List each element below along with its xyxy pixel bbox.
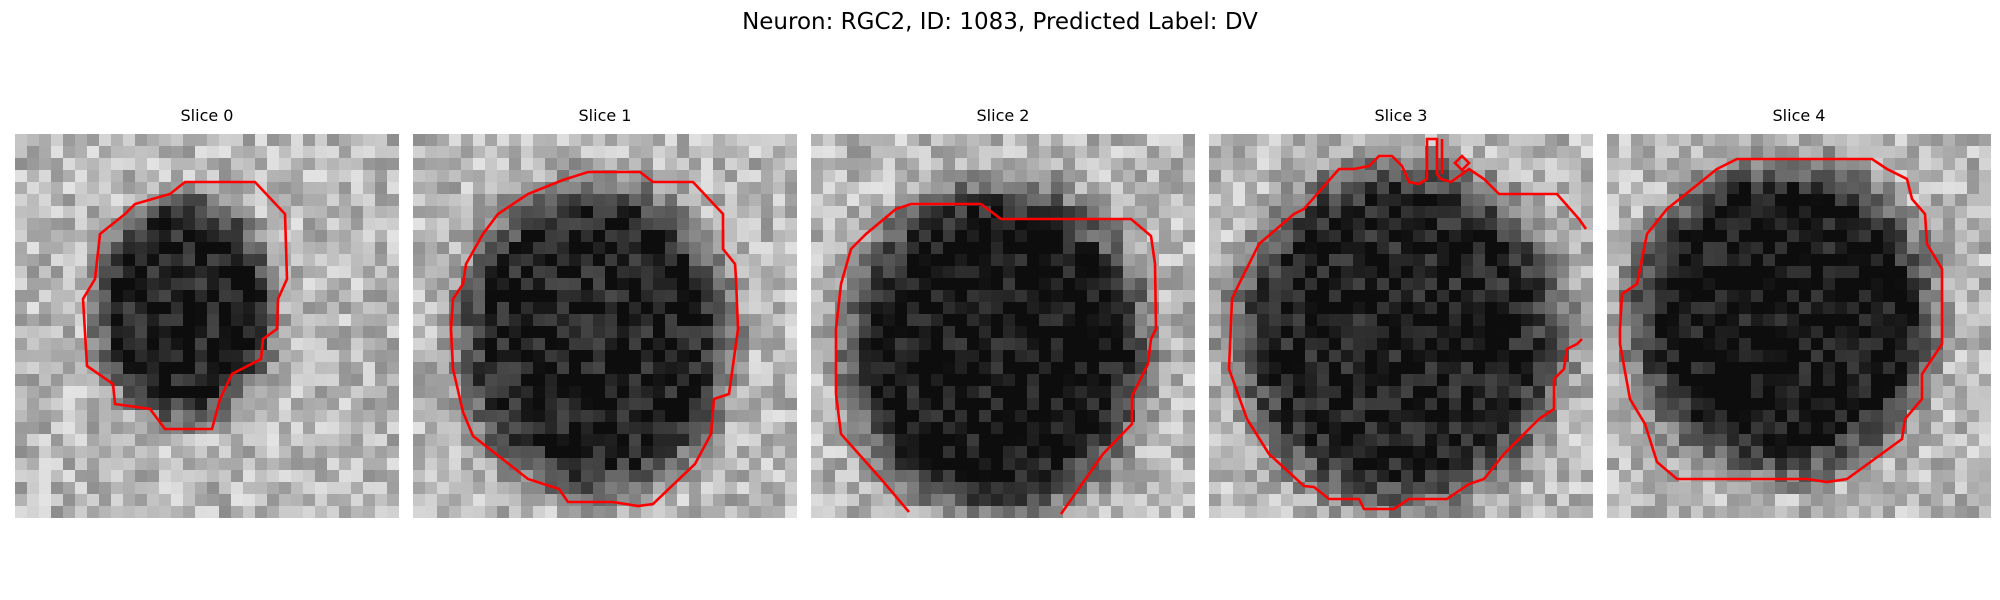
cell-contour-3-upper: [1227, 137, 1588, 511]
cell-contour-2: [834, 202, 1158, 515]
slice-title-0: Slice 0: [180, 106, 234, 125]
cell-contour-3-loop: [1453, 154, 1471, 172]
slice-title-3: Slice 3: [1374, 106, 1428, 125]
figure-title: Neuron: RGC2, ID: 1083, Predicted Label:…: [742, 9, 1258, 35]
cell-contour-1: [449, 170, 740, 508]
slice-canvas-3: [1209, 134, 1593, 518]
cell-contour-4: [1618, 157, 1944, 484]
slice-title-4: Slice 4: [1772, 106, 1826, 125]
slice-panel-0: Slice 0: [15, 106, 399, 518]
slice-title-2: Slice 2: [976, 106, 1030, 125]
cell-contour-0: [81, 180, 289, 431]
slice-image-2: [811, 134, 1195, 518]
slice-title-1: Slice 1: [578, 106, 632, 125]
slice-canvas-2: [811, 134, 1195, 518]
slice-pixels-0: [15, 134, 399, 518]
slice-pixels-3: [1209, 134, 1593, 518]
slice-canvas-1: [413, 134, 797, 518]
slice-canvas-4: [1607, 134, 1991, 518]
slice-pixels-1: [413, 134, 797, 518]
slice-panel-2: Slice 2: [811, 106, 1195, 518]
slice-pixels-4: [1607, 134, 1991, 518]
slice-canvas-0: [15, 134, 399, 518]
slice-image-3: [1209, 134, 1593, 518]
slice-image-1: [413, 134, 797, 518]
slice-pixels-2: [811, 134, 1195, 518]
slice-image-4: [1607, 134, 1991, 518]
slice-panel-3: Slice 3: [1209, 106, 1593, 518]
slice-image-0: [15, 134, 399, 518]
slice-panel-4: Slice 4: [1607, 106, 1991, 518]
slice-panel-1: Slice 1: [413, 106, 797, 518]
